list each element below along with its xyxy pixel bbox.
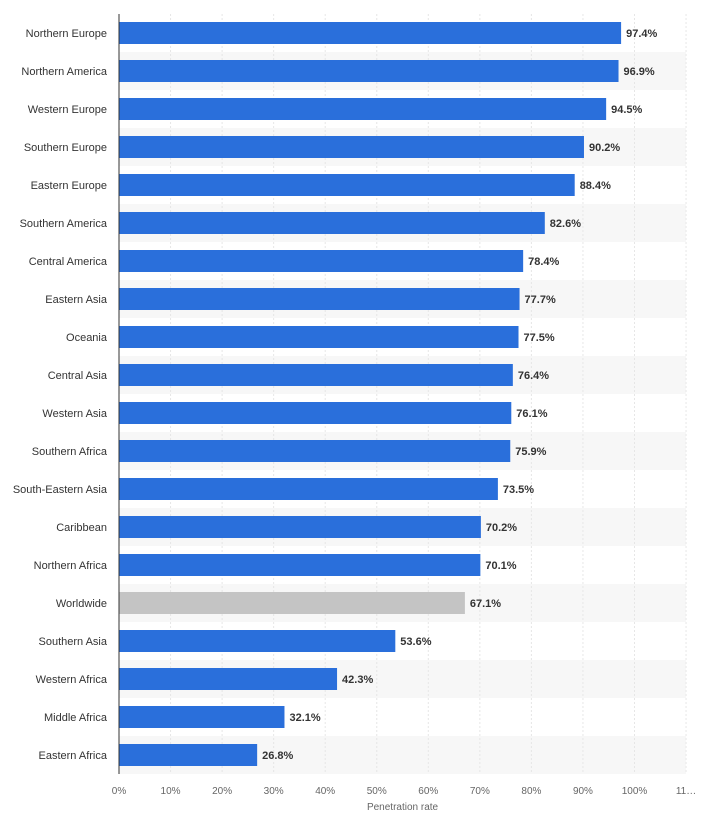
category-label: Central America: [29, 256, 108, 268]
bar: [119, 630, 396, 652]
bar: [119, 136, 584, 158]
x-tick-label: 70%: [470, 786, 490, 797]
value-label: 88.4%: [580, 180, 611, 192]
value-label: 70.1%: [485, 560, 516, 572]
category-label: Western Europe: [28, 104, 107, 116]
value-label: 42.3%: [342, 674, 373, 686]
bar: [119, 174, 575, 196]
bar: [119, 288, 520, 310]
x-tick-label: 80%: [521, 786, 541, 797]
x-tick-label: 30%: [264, 786, 284, 797]
category-label: Southern Asia: [39, 636, 108, 648]
value-label: 77.5%: [524, 332, 555, 344]
category-label: Caribbean: [56, 522, 107, 534]
category-label: South-Eastern Asia: [13, 484, 108, 496]
category-label: Western Asia: [42, 408, 107, 420]
category-label: Eastern Asia: [45, 294, 108, 306]
value-label: 94.5%: [611, 104, 642, 116]
value-label: 77.7%: [525, 294, 556, 306]
bar: [119, 364, 513, 386]
category-label: Eastern Africa: [39, 750, 108, 762]
category-label: Southern America: [20, 218, 108, 230]
bar: [119, 60, 619, 82]
x-tick-label: 50%: [367, 786, 387, 797]
x-tick-label: 11…: [676, 786, 696, 797]
bar: [119, 98, 607, 120]
bar: [119, 326, 519, 348]
bar: [119, 212, 545, 234]
category-label: Eastern Europe: [31, 180, 107, 192]
bar: [119, 250, 524, 272]
category-label: Northern America: [21, 66, 107, 78]
x-tick-label: 0%: [112, 786, 127, 797]
bar: [119, 668, 338, 690]
x-tick-label: 60%: [418, 786, 438, 797]
value-label: 76.1%: [516, 408, 547, 420]
value-label: 78.4%: [528, 256, 559, 268]
category-label: Central Asia: [48, 370, 108, 382]
category-label: Northern Europe: [26, 28, 107, 40]
value-label: 90.2%: [589, 142, 620, 154]
category-label: Middle Africa: [44, 712, 108, 724]
bar: [119, 402, 512, 424]
x-axis-title: Penetration rate: [367, 802, 439, 813]
bar: [119, 554, 481, 576]
value-label: 32.1%: [289, 712, 320, 724]
x-tick-label: 20%: [212, 786, 232, 797]
value-label: 75.9%: [515, 446, 546, 458]
category-label: Worldwide: [56, 598, 107, 610]
bar: [119, 516, 481, 538]
category-label: Western Africa: [36, 674, 108, 686]
x-tick-label: 100%: [622, 786, 648, 797]
category-labels: Northern Europe Northern America Western E…: [13, 28, 108, 762]
value-label: 73.5%: [503, 484, 534, 496]
x-tick-label: 40%: [315, 786, 335, 797]
value-label: 76.4%: [518, 370, 549, 382]
x-tick-labels: 0% 10% 20% 30% 40% 50% 60% 70% 80% 90% 100% 11…: [112, 786, 696, 797]
bar: [119, 440, 511, 462]
bar: [119, 706, 285, 728]
value-label: 97.4%: [626, 28, 657, 40]
value-labels: 97.4% 96.9% 94.5% 90.2% 88.4% 82.6% 78.4% 77.7%…: [262, 28, 657, 762]
category-label: Oceania: [66, 332, 108, 344]
category-label: Southern Africa: [32, 446, 108, 458]
category-label: Southern Europe: [24, 142, 107, 154]
value-label: 26.8%: [262, 750, 293, 762]
bar: [119, 592, 465, 614]
value-label: 70.2%: [486, 522, 517, 534]
bar: [119, 22, 622, 44]
bar: [119, 478, 498, 500]
bar: [119, 744, 258, 766]
value-label: 82.6%: [550, 218, 581, 230]
category-label: Northern Africa: [34, 560, 108, 572]
value-label: 53.6%: [400, 636, 431, 648]
x-tick-label: 10%: [161, 786, 181, 797]
bars: [119, 22, 622, 766]
value-label: 67.1%: [470, 598, 501, 610]
value-label: 96.9%: [624, 66, 655, 78]
x-tick-label: 90%: [573, 786, 593, 797]
